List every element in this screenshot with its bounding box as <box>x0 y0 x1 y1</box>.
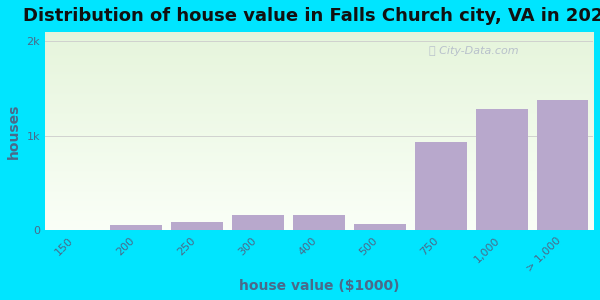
Bar <box>476 110 527 230</box>
Bar <box>415 142 467 230</box>
Bar <box>354 224 406 230</box>
X-axis label: house value ($1000): house value ($1000) <box>239 279 399 293</box>
Y-axis label: houses: houses <box>7 103 21 159</box>
Bar <box>232 215 284 230</box>
Bar <box>110 225 162 230</box>
Text: ⚿ City-Data.com: ⚿ City-Data.com <box>428 46 518 56</box>
Title: Distribution of house value in Falls Church city, VA in 2021: Distribution of house value in Falls Chu… <box>23 7 600 25</box>
Bar <box>293 215 345 230</box>
Bar <box>172 222 223 230</box>
Bar <box>537 100 589 230</box>
